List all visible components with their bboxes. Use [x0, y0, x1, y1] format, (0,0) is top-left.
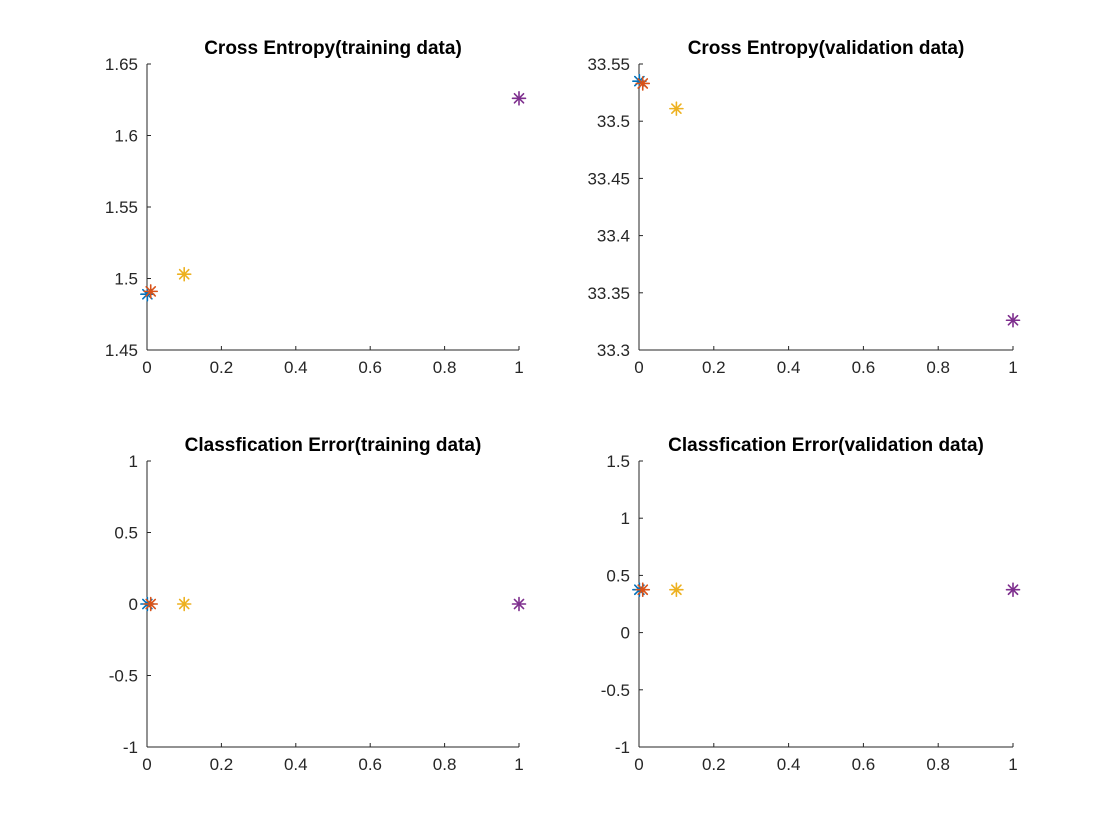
y-tick-label: 1.6 [114, 127, 138, 146]
y-tick-label: -0.5 [601, 681, 630, 700]
y-tick-label: 1 [129, 452, 138, 471]
x-tick-label: 1 [514, 358, 523, 377]
data-point [176, 596, 192, 612]
y-tick-label: 1.55 [105, 198, 138, 217]
y-tick-label: 0.5 [114, 524, 138, 543]
classification-error-training-plot: Classfication Error(training data) 0 0.2 0… [109, 435, 527, 774]
x-tick-label: 0 [142, 755, 151, 774]
x-tick-label: 0.8 [433, 358, 457, 377]
x-tick-label: 0.4 [284, 358, 308, 377]
y-tick-label: 33.5 [597, 112, 630, 131]
x-tick-label: 0.2 [210, 358, 234, 377]
y-tick-label: 33.35 [587, 284, 630, 303]
x-tick-label: 1 [514, 755, 523, 774]
y-tick-label: -1 [615, 738, 630, 757]
x-tick-label: 0.2 [702, 358, 726, 377]
data-point [635, 76, 651, 91]
y-tick-label: 0 [129, 595, 138, 614]
y-tick-label: 1 [621, 509, 630, 528]
cross-entropy-validation-plot: Cross Entropy(validation data) 0 0.2 0.4 0.… [587, 38, 1021, 377]
x-tick-label: 0.2 [702, 755, 726, 774]
plot-title: Classfication Error(validation data) [668, 435, 984, 456]
x-tick-label: 0.4 [284, 755, 308, 774]
x-tick-label: 0 [142, 358, 151, 377]
data-point [635, 582, 651, 598]
y-tick-label: 1.65 [105, 55, 138, 74]
x-tick-label: 0.4 [777, 755, 801, 774]
x-tick-label: 0.6 [358, 358, 382, 377]
x-tick-label: 0.2 [210, 755, 234, 774]
x-tick-label: 0.8 [926, 755, 950, 774]
y-tick-label: 0 [621, 624, 630, 643]
data-point [669, 101, 684, 116]
data-point [669, 582, 684, 598]
x-tick-label: 0 [634, 358, 643, 377]
classification-error-validation-plot: Classfication Error(validation data) 0 0.… [601, 435, 1021, 774]
plot-title: Classfication Error(training data) [185, 435, 482, 456]
y-tick-label: 33.55 [587, 55, 630, 74]
x-tick-label: 0.6 [852, 755, 876, 774]
y-tick-label: -0.5 [109, 667, 138, 686]
x-tick-label: 0.6 [358, 755, 382, 774]
y-tick-label: 1.5 [606, 452, 630, 471]
x-tick-label: 1 [1008, 358, 1017, 377]
data-point [511, 596, 527, 612]
y-tick-label: 33.4 [597, 227, 630, 246]
x-tick-label: 0 [634, 755, 643, 774]
data-point [511, 91, 527, 106]
plot-title: Cross Entropy(training data) [204, 38, 462, 59]
data-point [143, 284, 159, 299]
x-tick-label: 0.8 [926, 358, 950, 377]
data-point [176, 266, 192, 282]
y-tick-label: 0.5 [606, 566, 630, 585]
y-tick-label: 1.5 [114, 270, 138, 289]
x-tick-label: 0.6 [852, 358, 876, 377]
y-tick-label: -1 [123, 738, 138, 757]
x-tick-label: 0.8 [433, 755, 457, 774]
plot-title: Cross Entropy(validation data) [688, 38, 965, 59]
data-point [1005, 312, 1021, 328]
y-tick-label: 33.3 [597, 341, 630, 360]
data-point [143, 596, 159, 612]
cross-entropy-training-plot: Cross Entropy(training data) 0 0.2 0.4 0.6 0… [105, 38, 527, 377]
x-tick-label: 0.4 [777, 358, 801, 377]
y-tick-label: 1.45 [105, 341, 138, 360]
x-tick-label: 1 [1008, 755, 1017, 774]
y-tick-label: 33.45 [587, 169, 630, 188]
data-point [1005, 582, 1021, 598]
